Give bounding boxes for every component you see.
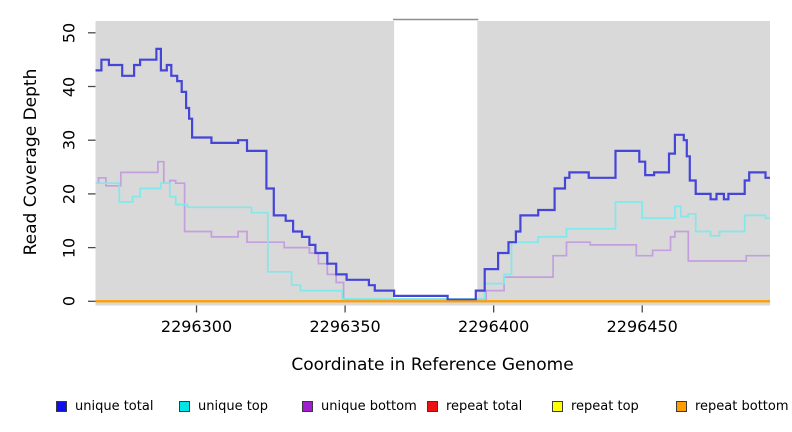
series-line-unique-total: [95, 47, 770, 301]
x-tick-label: 2296400: [458, 317, 530, 336]
legend-label: unique bottom: [321, 398, 417, 414]
y-tick-label: 10: [59, 237, 79, 258]
series-line-unique-top: [95, 182, 770, 300]
legend-item: unique bottom: [302, 398, 417, 414]
legend-swatch-repeat-bottom: [676, 400, 687, 412]
y-tick-label: 20: [59, 183, 79, 205]
gap-band: [394, 21, 478, 301]
y-tick-label: 0: [59, 296, 79, 307]
legend-item: unique total: [56, 398, 154, 414]
x-tick-label: 2296450: [606, 317, 678, 336]
legend-label: repeat total: [446, 398, 523, 414]
y-tick-label: 50: [59, 22, 79, 43]
legend-label: repeat top: [571, 398, 639, 414]
legend-swatch-unique-top: [179, 400, 190, 412]
legend-label: unique top: [198, 398, 269, 414]
legend-label: repeat bottom: [695, 398, 789, 414]
legend-item: repeat top: [552, 398, 639, 414]
legend-swatch-repeat-total: [427, 400, 438, 412]
y-tick-label: 40: [59, 76, 79, 97]
y-tick-label: 30: [59, 130, 79, 151]
x-tick-label: 2296350: [309, 317, 381, 336]
legend-swatch-repeat-top: [552, 400, 563, 412]
legend-item: unique top: [179, 398, 269, 414]
legend-swatch-unique-bottom: [302, 400, 313, 412]
x-axis-title: Coordinate in Reference Genome: [291, 355, 574, 375]
series-line-unique-bottom: [95, 160, 770, 301]
legend-label: unique total: [75, 398, 154, 414]
legend-swatch-unique-total: [56, 400, 67, 412]
legend-item: repeat bottom: [676, 398, 789, 414]
y-axis-title: Read Coverage Depth: [21, 68, 41, 256]
x-tick-label: 2296300: [160, 317, 233, 336]
legend-item: repeat total: [427, 398, 523, 414]
